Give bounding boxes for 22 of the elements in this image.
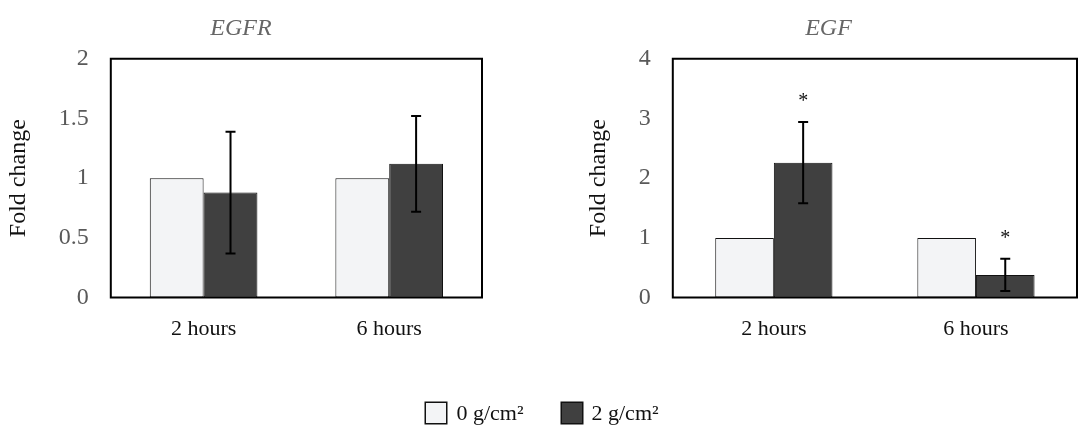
annotation: * — [1000, 226, 1011, 249]
legend-label: 2 g/cm² — [591, 400, 659, 426]
y-tick-label: 2 — [76, 44, 89, 71]
x-tick-label: 2 hours — [170, 314, 237, 340]
y-axis-title: Fold change — [583, 119, 610, 238]
annotation: * — [798, 89, 809, 112]
y-tick-label: 0.5 — [58, 223, 89, 250]
x-tick-label: 6 hours — [943, 314, 1009, 340]
y-tick-label: 1 — [76, 163, 89, 190]
x-tick-label: 2 hours — [741, 314, 807, 340]
y-tick-label: 0 — [76, 282, 89, 309]
legend-label: 0 g/cm² — [456, 400, 524, 426]
x-tick-label: 6 hours — [356, 314, 422, 340]
y-tick-label: 0 — [638, 282, 651, 309]
y-tick-label: 3 — [638, 103, 651, 130]
y-tick-label: 2 — [638, 163, 651, 190]
y-axis-title: Fold change — [3, 119, 30, 238]
y-tick-label: 1.5 — [58, 103, 89, 130]
chart-title: EGFR — [209, 13, 272, 40]
y-tick-label: 4 — [638, 44, 651, 71]
y-tick-label: 1 — [638, 223, 651, 250]
chart-title: EGF — [804, 13, 853, 40]
